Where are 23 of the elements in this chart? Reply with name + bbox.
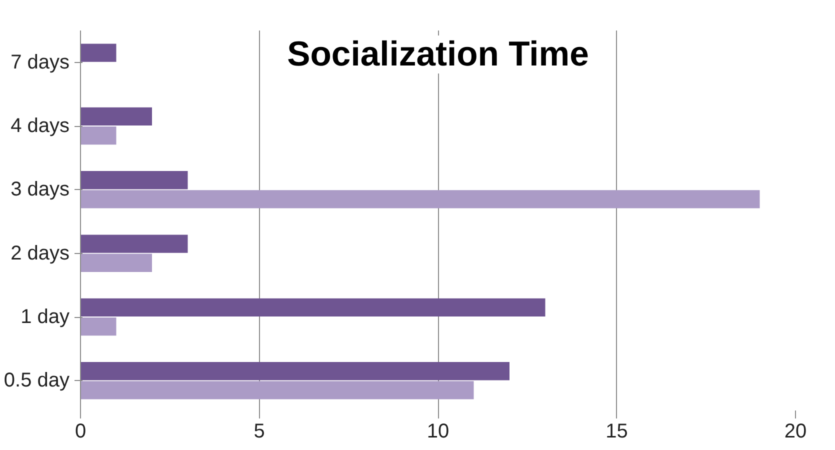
bar — [80, 190, 760, 208]
y-tick-label: 3 days — [10, 178, 70, 201]
bar — [80, 381, 474, 400]
bar — [80, 126, 116, 145]
bar — [80, 107, 152, 126]
bar — [80, 298, 546, 317]
bar — [80, 44, 116, 62]
x-tick-label: 5 — [254, 420, 265, 442]
y-tick-label: 4 days — [10, 115, 70, 137]
chart-title: Socialization Time — [287, 36, 589, 74]
bar — [80, 317, 116, 336]
x-tick-label: 20 — [784, 420, 807, 442]
y-tick-label: 0.5 day — [4, 370, 70, 392]
x-tick-label: 10 — [426, 420, 450, 442]
y-tick-label: 2 days — [10, 242, 70, 264]
bar — [80, 171, 188, 190]
bar — [80, 234, 188, 253]
bar — [80, 362, 510, 380]
x-tick-label: 0 — [74, 420, 86, 442]
x-tick-label: 15 — [606, 420, 628, 442]
bar — [80, 254, 152, 272]
y-tick-label: 7 days — [10, 51, 70, 74]
y-tick-label: 1 day — [20, 306, 70, 328]
